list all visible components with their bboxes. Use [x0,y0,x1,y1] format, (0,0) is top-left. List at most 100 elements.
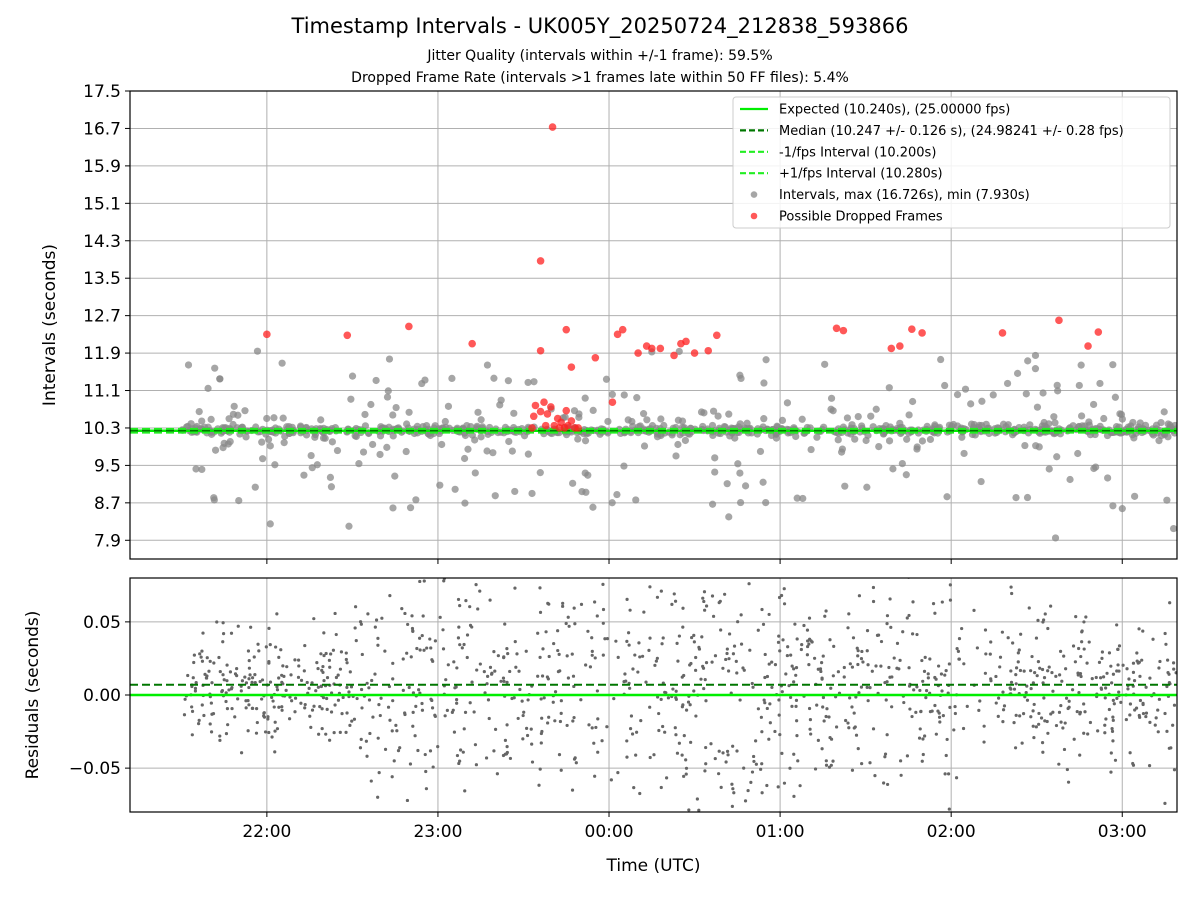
interval-point [438,440,446,449]
dropped-frame-point [918,329,926,337]
interval-point [270,414,278,422]
residual-point [202,713,206,718]
residual-point [472,710,476,714]
interval-point [307,451,315,460]
residual-point [844,718,848,723]
residual-point [1127,677,1131,681]
residual-point [1041,681,1045,685]
interval-point [496,401,504,409]
legend-entry: Expected (10.240s), (25.00000 fps) [779,103,1010,118]
residual-point [848,662,852,666]
residual-point [1109,770,1113,774]
residual-point [652,753,656,757]
interval-point [1085,418,1093,426]
interval-point [448,374,456,382]
interval-point [198,417,206,425]
residual-point [322,631,326,635]
residual-point [871,599,876,604]
residual-point [474,583,478,587]
residual-point [557,753,562,757]
residual-point [807,616,812,620]
residual-point [1172,667,1176,671]
residual-point [544,815,547,818]
interval-point [827,394,836,402]
residual-point [538,586,542,590]
residual-point [433,639,438,643]
residual-point [603,637,607,641]
residual-point [1010,591,1014,596]
residual-point [492,749,496,753]
interval-point [1169,524,1177,533]
residual-point [1128,751,1132,755]
residual-point [391,677,395,681]
residual-point [590,649,594,654]
interval-point [581,437,590,445]
residual-point [486,573,489,576]
residual-point [205,674,209,678]
residual-point [1045,719,1049,724]
residual-point [538,767,542,771]
residual-point [199,655,203,659]
interval-point [783,399,792,407]
residual-point [726,669,731,673]
residual-point [956,649,961,653]
residual-point [1107,651,1112,655]
residual-point [886,782,890,787]
residual-point [962,662,966,666]
interval-point [604,417,612,426]
residual-point [408,762,413,766]
residual-point [947,807,951,811]
residual-point [268,680,273,684]
residual-point [674,689,678,693]
residual-point [842,665,846,670]
residual-point [692,633,696,637]
residual-point [247,703,251,707]
residual-point [784,672,788,676]
residual-point [190,733,194,737]
residual-point [1121,663,1125,667]
interval-point [220,439,228,447]
residual-point [1116,663,1120,667]
residual-point [452,730,457,734]
legend-swatch [750,212,758,220]
dropped-frame-point [1084,342,1092,350]
interval-point [311,433,319,441]
residual-point [250,676,255,680]
residual-point [1043,612,1047,616]
interval-point [451,485,459,493]
residual-point [336,673,340,677]
residual-point [539,697,543,701]
residual-point [623,672,627,676]
interval-point [1129,418,1137,427]
residual-point [1103,731,1107,735]
residual-point [316,685,320,689]
residual-point [810,640,814,644]
residual-point [228,670,233,674]
residual-point [409,655,413,659]
dropped-frame-point [540,398,548,407]
residual-point [282,674,286,678]
residual-point [813,767,818,771]
dropped-frame-point [263,330,271,339]
residual-point [310,681,314,685]
residual-point [353,605,358,609]
interval-point [300,471,308,479]
residual-point [671,687,675,691]
residual-point [360,652,364,657]
residual-point [1080,629,1084,633]
residual-point [505,680,509,684]
residual-point [345,711,349,715]
dropped-frame-point [548,123,557,131]
residual-point [218,734,222,738]
y-tick-label: 14.3 [83,232,121,252]
residual-point [640,654,645,658]
interval-point [798,415,806,423]
residual-point [376,736,380,740]
residual-point [1037,722,1041,726]
residual-point [945,737,949,742]
residual-point [415,646,419,651]
residual-point [470,680,474,684]
residual-point [776,640,781,644]
residual-point [752,754,756,759]
